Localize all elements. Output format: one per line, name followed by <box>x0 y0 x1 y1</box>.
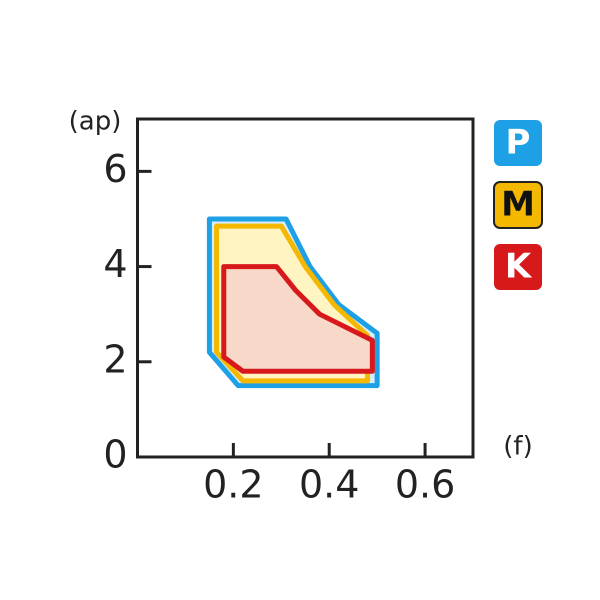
y-tick-label: 0 <box>103 433 127 477</box>
legend-swatch <box>494 120 542 166</box>
x-tick-label: 0.4 <box>299 463 359 507</box>
plot-frame <box>136 117 475 459</box>
y-tick-label: 4 <box>103 242 127 286</box>
y-axis-label: (ap) <box>69 107 122 137</box>
legend-label: P <box>506 123 531 163</box>
legend-swatch <box>493 181 543 229</box>
region <box>221 264 375 374</box>
y-tick-label: 6 <box>103 147 127 191</box>
y-tick-label: 2 <box>103 337 127 381</box>
legend-swatch <box>494 244 542 290</box>
x-axis-label: (f) <box>503 432 532 462</box>
x-tick-label: 0.6 <box>395 463 455 507</box>
x-tick-label: 0.2 <box>203 463 263 507</box>
legend-label: M <box>501 185 535 225</box>
legend-label: K <box>505 247 533 287</box>
